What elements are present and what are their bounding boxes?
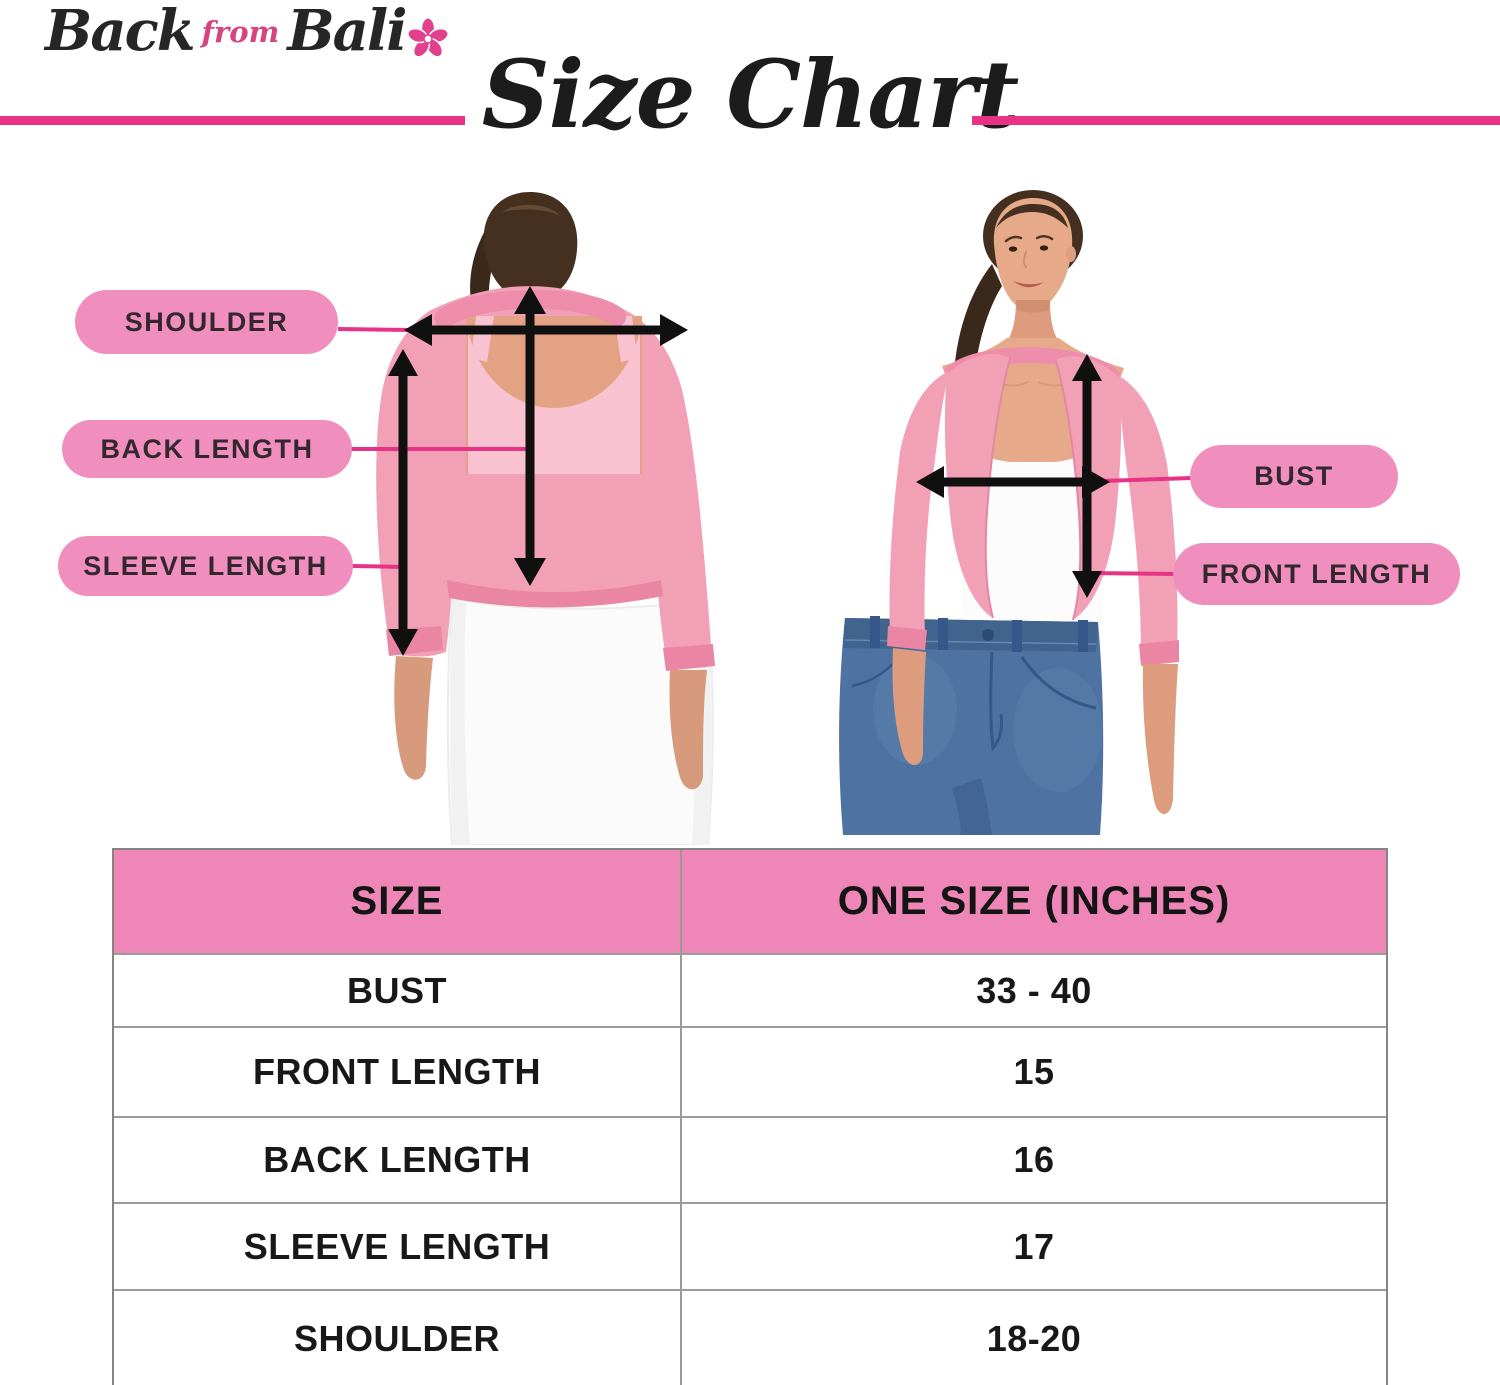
table-header-one-size: ONE SIZE (INCHES) (680, 850, 1386, 953)
connector-lines (337, 327, 1193, 576)
brand-word-from: from (201, 15, 280, 49)
brand-word-bali: Bali (287, 0, 407, 64)
shoulder-arrow (404, 314, 688, 346)
table-header-size: SIZE (114, 850, 680, 953)
label-bust: BUST (1190, 445, 1398, 508)
title-rule-left (0, 116, 465, 125)
label-sleeve-length: SLEEVE LENGTH (58, 536, 353, 596)
table-row-label: BUST (114, 953, 680, 1026)
table-row-value: 16 (680, 1116, 1386, 1202)
page-title: Size Chart (481, 40, 1020, 150)
bust-connector-line (1101, 476, 1193, 483)
front-view-figure (839, 190, 1179, 835)
shoulder-connector-line (337, 327, 415, 332)
brand-logo: Back from Bali (45, 0, 450, 67)
label-back-length: BACK LENGTH (62, 420, 352, 478)
label-front-length: FRONT LENGTH (1173, 543, 1460, 605)
flower-icon (407, 16, 450, 67)
table-row-value: 17 (680, 1202, 1386, 1289)
table-row-value: 18-20 (680, 1289, 1386, 1385)
table-row-label: FRONT LENGTH (114, 1026, 680, 1116)
table-row-value: 15 (680, 1026, 1386, 1116)
front-length-connector-line (1088, 571, 1177, 576)
title-rule-right (972, 116, 1500, 125)
measurement-arrows (388, 286, 1110, 656)
label-shoulder: SHOULDER (75, 290, 338, 354)
table-row-label: SHOULDER (114, 1289, 680, 1385)
table-row-value: 33 - 40 (680, 953, 1386, 1026)
sleeve-length-connector-line (351, 564, 407, 569)
brand-word-back: Back (45, 0, 196, 64)
table-row-label: BACK LENGTH (114, 1116, 680, 1202)
size-table: SIZE ONE SIZE (INCHES) BUST 33 - 40 FRON… (112, 848, 1388, 1385)
back-view-figure (376, 192, 715, 845)
hero-illustration (337, 190, 1193, 845)
sleeve-length-arrow (388, 349, 418, 656)
back-length-arrow (514, 286, 546, 586)
table-row-label: SLEEVE LENGTH (114, 1202, 680, 1289)
front-length-arrow (1072, 354, 1102, 598)
